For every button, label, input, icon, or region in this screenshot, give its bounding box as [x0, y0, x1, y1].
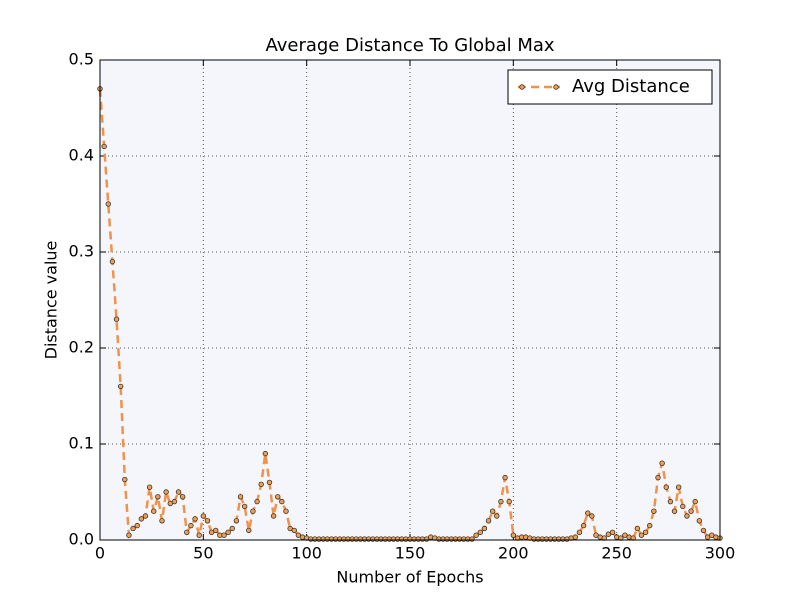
y-tick-label: 0.3 — [69, 242, 94, 261]
data-point — [659, 460, 665, 466]
data-point — [477, 529, 483, 536]
x-tick-label: 150 — [395, 544, 426, 563]
data-point — [155, 494, 161, 500]
y-axis-label: Distance value — [42, 241, 61, 360]
x-tick-label: 0 — [95, 544, 105, 563]
data-point — [266, 479, 273, 486]
data-point — [138, 516, 145, 522]
data-point — [283, 508, 289, 514]
data-point — [258, 481, 264, 488]
data-point — [473, 532, 479, 538]
data-point — [105, 201, 111, 207]
data-point — [109, 258, 116, 265]
data-point — [171, 498, 178, 505]
data-point — [151, 508, 157, 514]
data-point — [117, 383, 124, 390]
data-point — [510, 532, 517, 538]
x-tick-label: 250 — [601, 544, 632, 563]
data-point — [175, 489, 182, 495]
y-tick-label: 0.2 — [69, 338, 94, 357]
data-point — [572, 534, 579, 540]
data-point — [159, 518, 165, 524]
data-point — [221, 532, 227, 538]
data-point — [142, 513, 149, 519]
data-point — [663, 484, 669, 490]
data-point — [642, 529, 649, 536]
data-point — [469, 536, 475, 542]
data-point — [481, 525, 488, 532]
data-point — [130, 525, 136, 532]
x-tick-label: 50 — [193, 544, 213, 563]
data-point — [192, 516, 198, 522]
data-point — [233, 518, 240, 524]
data-point — [246, 527, 252, 534]
data-point — [254, 498, 260, 505]
data-point — [213, 527, 219, 534]
data-point — [692, 498, 698, 505]
data-point — [275, 494, 281, 500]
data-point — [696, 518, 703, 524]
data-point — [291, 527, 297, 534]
legend-marker — [553, 84, 559, 90]
data-point — [634, 525, 641, 532]
data-point — [498, 498, 504, 505]
data-point — [589, 513, 595, 519]
data-point — [279, 498, 285, 505]
data-point — [700, 527, 707, 534]
data-point — [126, 532, 132, 538]
data-point — [241, 503, 248, 510]
data-point — [146, 484, 153, 490]
data-point — [688, 508, 694, 514]
data-point — [163, 489, 169, 495]
data-point — [671, 508, 678, 514]
data-point — [250, 508, 256, 514]
data-point — [576, 529, 583, 536]
data-point — [237, 494, 244, 500]
data-point — [270, 513, 277, 519]
data-point — [204, 518, 211, 524]
legend-marker — [519, 84, 525, 90]
data-point — [585, 510, 591, 516]
data-point — [609, 529, 616, 536]
plot-frame — [99, 59, 721, 541]
x-tick-label: 300 — [705, 544, 736, 563]
data-point — [489, 508, 496, 514]
data-point — [684, 513, 690, 519]
data-point — [680, 503, 686, 510]
data-point — [651, 508, 657, 514]
data-point — [101, 143, 107, 150]
data-point — [113, 316, 120, 322]
data-point — [179, 494, 186, 500]
data-point — [200, 513, 207, 519]
data-point — [485, 518, 492, 524]
legend-box — [507, 69, 713, 105]
y-tick-label: 0.1 — [69, 434, 94, 453]
data-point — [225, 529, 231, 536]
x-axis-label: Number of Epochs — [336, 568, 483, 587]
chart-title: Average Distance To Global Max — [265, 35, 554, 56]
data-point — [675, 484, 682, 490]
data-point — [580, 522, 587, 529]
data-point — [647, 522, 653, 529]
x-tick-label: 200 — [498, 544, 529, 563]
x-tick-label: 100 — [291, 544, 322, 563]
data-point — [134, 522, 140, 529]
data-point — [506, 498, 512, 505]
data-point — [122, 476, 128, 483]
data-point — [494, 513, 500, 519]
legend-label: Avg Distance — [572, 76, 690, 97]
data-point — [502, 474, 508, 481]
y-tick-label: 0.0 — [69, 530, 94, 549]
y-tick-label: 0.4 — [69, 146, 94, 165]
data-point — [655, 474, 661, 481]
data-point — [638, 532, 645, 538]
y-tick-label: 0.5 — [69, 50, 94, 69]
data-point — [184, 529, 190, 536]
data-point — [188, 522, 194, 529]
data-point — [229, 525, 235, 532]
data-point — [196, 532, 202, 538]
data-point — [262, 450, 269, 457]
data-point — [667, 498, 674, 505]
